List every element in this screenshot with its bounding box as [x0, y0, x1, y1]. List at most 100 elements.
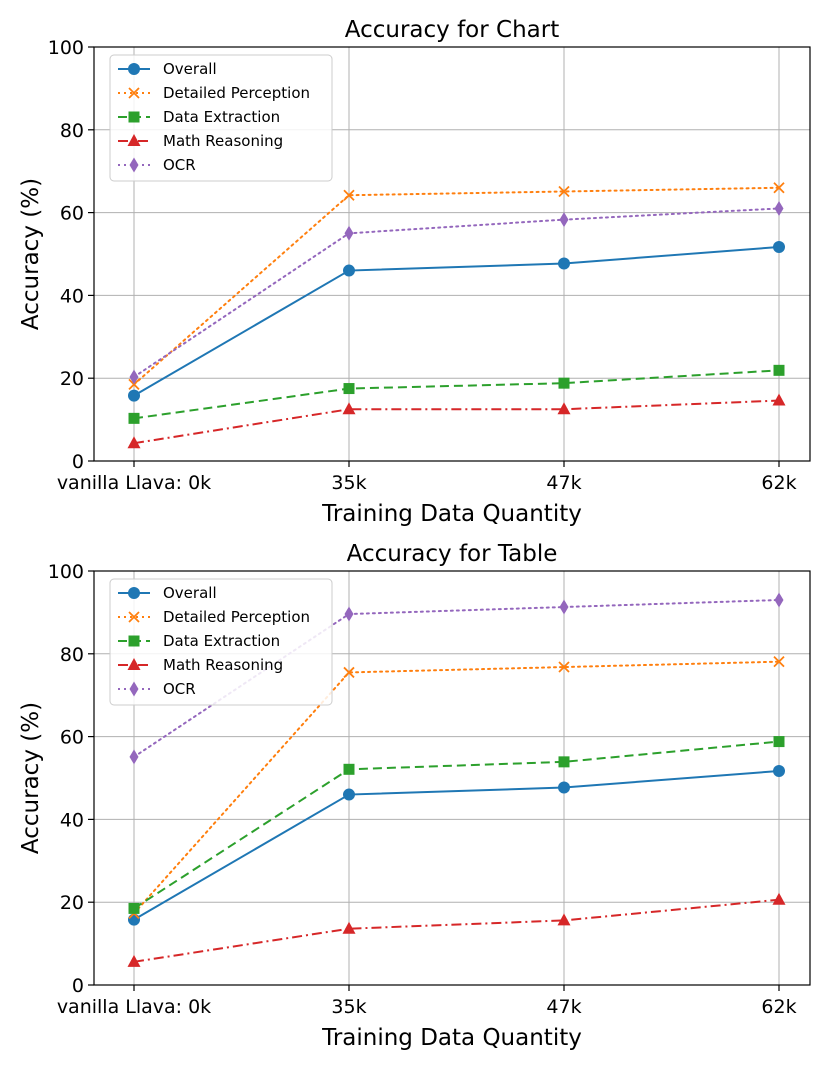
point-ocr: [344, 606, 354, 622]
chart-accuracy-for-table: Accuracy for Table 0 20 40 60 80 100 vanilla Ll…: [18, 541, 811, 1051]
legend-marker-detailed-perception-stroke-b: [128, 611, 140, 623]
point-data-extraction: [343, 763, 355, 775]
x-tick-label: 35k: [331, 472, 366, 494]
point-detailed-perception-stroke-b: [558, 661, 570, 673]
point-data-extraction: [128, 412, 140, 424]
point-overall: [558, 781, 570, 794]
series-line-math-reasoning: [133, 399, 780, 445]
point-overall: [343, 264, 355, 277]
series-line-detailed-perception: [133, 186, 780, 386]
legend-marker-overall: [128, 587, 140, 599]
series-line-detailed-perception: [133, 660, 780, 915]
point-ocr: [774, 200, 784, 216]
series-line-ocr: [133, 598, 780, 758]
y-tick-label: 100: [48, 561, 84, 583]
point-data-extraction: [128, 902, 140, 914]
x-tick-label: 62k: [761, 472, 796, 494]
point-detailed-perception-stroke-b: [343, 189, 355, 201]
y-axis-label: Accuracy (%): [18, 702, 44, 854]
point-math-reasoning: [127, 436, 141, 449]
point-detailed-perception-stroke-b: [773, 656, 785, 668]
legend-label-math-reasoning: Math Reasoning: [163, 656, 283, 674]
legend: Overall Detailed Perception Data Extractio…: [109, 578, 333, 706]
point-detailed-perception: [773, 656, 785, 668]
x-tick-label: vanilla Llava: 0k: [57, 996, 211, 1018]
point-ocr: [129, 369, 139, 385]
x-axis-label: Training Data Quantity: [321, 501, 582, 527]
y-tick-label: 60: [60, 727, 84, 749]
plot-frame: [93, 570, 811, 986]
legend-label-overall: Overall: [163, 584, 217, 602]
point-detailed-perception: [343, 666, 355, 679]
legend-marker-overall: [128, 63, 140, 75]
y-tick-label: 40: [60, 285, 84, 307]
x-tick-label: 47k: [546, 472, 581, 494]
point-math-reasoning: [342, 921, 356, 934]
legend-box: [109, 578, 333, 706]
point-math-reasoning: [127, 954, 141, 967]
point-overall: [128, 389, 140, 402]
point-detailed-perception-stroke-b: [343, 666, 355, 679]
point-detailed-perception: [773, 182, 785, 194]
legend-label-ocr: OCR: [163, 680, 196, 698]
legend-box: [109, 54, 333, 182]
x-tick-label: 35k: [331, 996, 366, 1018]
plot-frame: [93, 46, 811, 462]
legend-marker-ocr: [129, 157, 139, 173]
y-tick-label: 20: [60, 892, 84, 914]
y-tick-label: 80: [60, 644, 84, 666]
point-ocr: [559, 212, 569, 228]
point-overall: [128, 913, 140, 926]
legend-marker-data-extraction: [128, 635, 140, 647]
legend-marker-detailed-perception-stroke-b: [128, 87, 140, 99]
legend-label-ocr: OCR: [163, 156, 196, 174]
x-tick-label: 62k: [761, 996, 796, 1018]
point-ocr: [344, 225, 354, 241]
legend-label-overall: Overall: [163, 60, 217, 78]
y-tick-label: 20: [60, 368, 84, 390]
chart-accuracy-for-chart: Accuracy for Chart 0 20 40 60 80 100 vanilla Ll…: [18, 17, 811, 527]
legend-marker-math-reasoning: [127, 134, 141, 146]
point-data-extraction: [773, 736, 785, 748]
series-line-data-extraction: [133, 740, 780, 910]
x-tick-label: 47k: [546, 996, 581, 1018]
series-line-ocr: [133, 207, 780, 378]
x-axis-label: Training Data Quantity: [321, 1025, 582, 1051]
y-tick-label: 0: [72, 451, 84, 473]
series-line-overall: [133, 769, 780, 921]
point-math-reasoning: [342, 402, 356, 415]
y-tick-label: 100: [48, 37, 84, 59]
point-math-reasoning: [772, 892, 786, 905]
point-detailed-perception: [558, 661, 570, 673]
point-overall: [558, 257, 570, 270]
y-tick-label: 0: [72, 975, 84, 997]
point-data-extraction: [558, 756, 570, 768]
point-overall: [773, 240, 785, 253]
legend-marker-math-reasoning: [127, 658, 141, 670]
point-detailed-perception: [343, 189, 355, 201]
point-math-reasoning: [772, 393, 786, 406]
point-overall: [343, 788, 355, 801]
legend: Overall Detailed Perception Data Extractio…: [109, 54, 333, 182]
point-math-reasoning: [557, 913, 571, 926]
point-detailed-perception: [558, 185, 570, 198]
point-ocr: [129, 749, 139, 765]
legend-label-data-extraction: Data Extraction: [163, 632, 280, 650]
point-overall: [773, 764, 785, 777]
point-data-extraction: [343, 383, 355, 395]
chart-title: Accuracy for Table: [347, 541, 558, 567]
point-detailed-perception-stroke-b: [558, 185, 570, 198]
legend-marker-ocr: [129, 681, 139, 697]
point-ocr: [559, 599, 569, 615]
series-line-data-extraction: [133, 369, 780, 420]
legend-marker-detailed-perception: [128, 87, 140, 99]
legend-label-detailed-perception: Detailed Perception: [163, 608, 310, 626]
point-ocr: [774, 592, 784, 608]
legend-marker-data-extraction: [128, 111, 140, 123]
y-axis-label: Accuracy (%): [18, 178, 44, 330]
legend-label-math-reasoning: Math Reasoning: [163, 132, 283, 150]
y-tick-label: 40: [60, 809, 84, 831]
series-line-overall: [133, 245, 780, 397]
legend-label-detailed-perception: Detailed Perception: [163, 84, 310, 102]
y-tick-label: 80: [60, 120, 84, 142]
